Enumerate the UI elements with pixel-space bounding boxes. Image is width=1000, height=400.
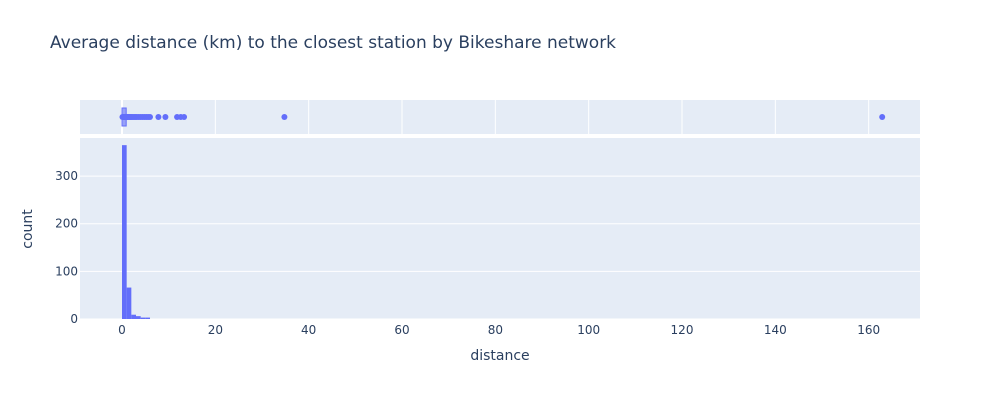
x-tick-label: 0: [118, 323, 126, 337]
histogram-bar: [126, 287, 132, 319]
rug-point: [281, 114, 288, 120]
histogram-bars: [122, 145, 150, 319]
y-tick-label: 300: [55, 169, 78, 183]
histogram-bar: [140, 317, 146, 319]
y-tick-label: 0: [70, 312, 78, 326]
grid-lines: [80, 100, 920, 320]
x-axis-title: distance: [470, 348, 529, 364]
rug-point: [162, 114, 169, 120]
x-tick-label: 80: [488, 323, 503, 337]
rug-point: [181, 114, 188, 120]
y-axis-title: count: [20, 209, 36, 249]
rug-point: [879, 114, 886, 120]
chart-title: Average distance (km) to the closest sta…: [50, 33, 617, 53]
x-tick-label: 140: [764, 323, 787, 337]
histogram-plot-area: [80, 138, 920, 319]
histogram-bar: [122, 145, 127, 319]
y-tick-label: 100: [55, 264, 78, 278]
rug-plot-area: [80, 100, 920, 134]
x-tick-label: 120: [671, 323, 694, 337]
histogram-bar: [145, 317, 150, 319]
x-tick-label: 100: [577, 323, 600, 337]
rug-point: [147, 114, 153, 120]
x-tick-label: 60: [394, 323, 409, 337]
axis-ticks: 0 20 40 60 80 100 120 140 160 0 100 200 300: [55, 169, 880, 337]
x-tick-label: 40: [301, 323, 316, 337]
histogram-bar: [136, 316, 141, 319]
histogram-bar: [131, 314, 136, 319]
y-tick-label: 200: [55, 217, 78, 231]
rug-points: [119, 107, 886, 127]
x-tick-label: 160: [857, 323, 880, 337]
rug-point: [155, 114, 162, 120]
x-tick-label: 20: [208, 323, 223, 337]
